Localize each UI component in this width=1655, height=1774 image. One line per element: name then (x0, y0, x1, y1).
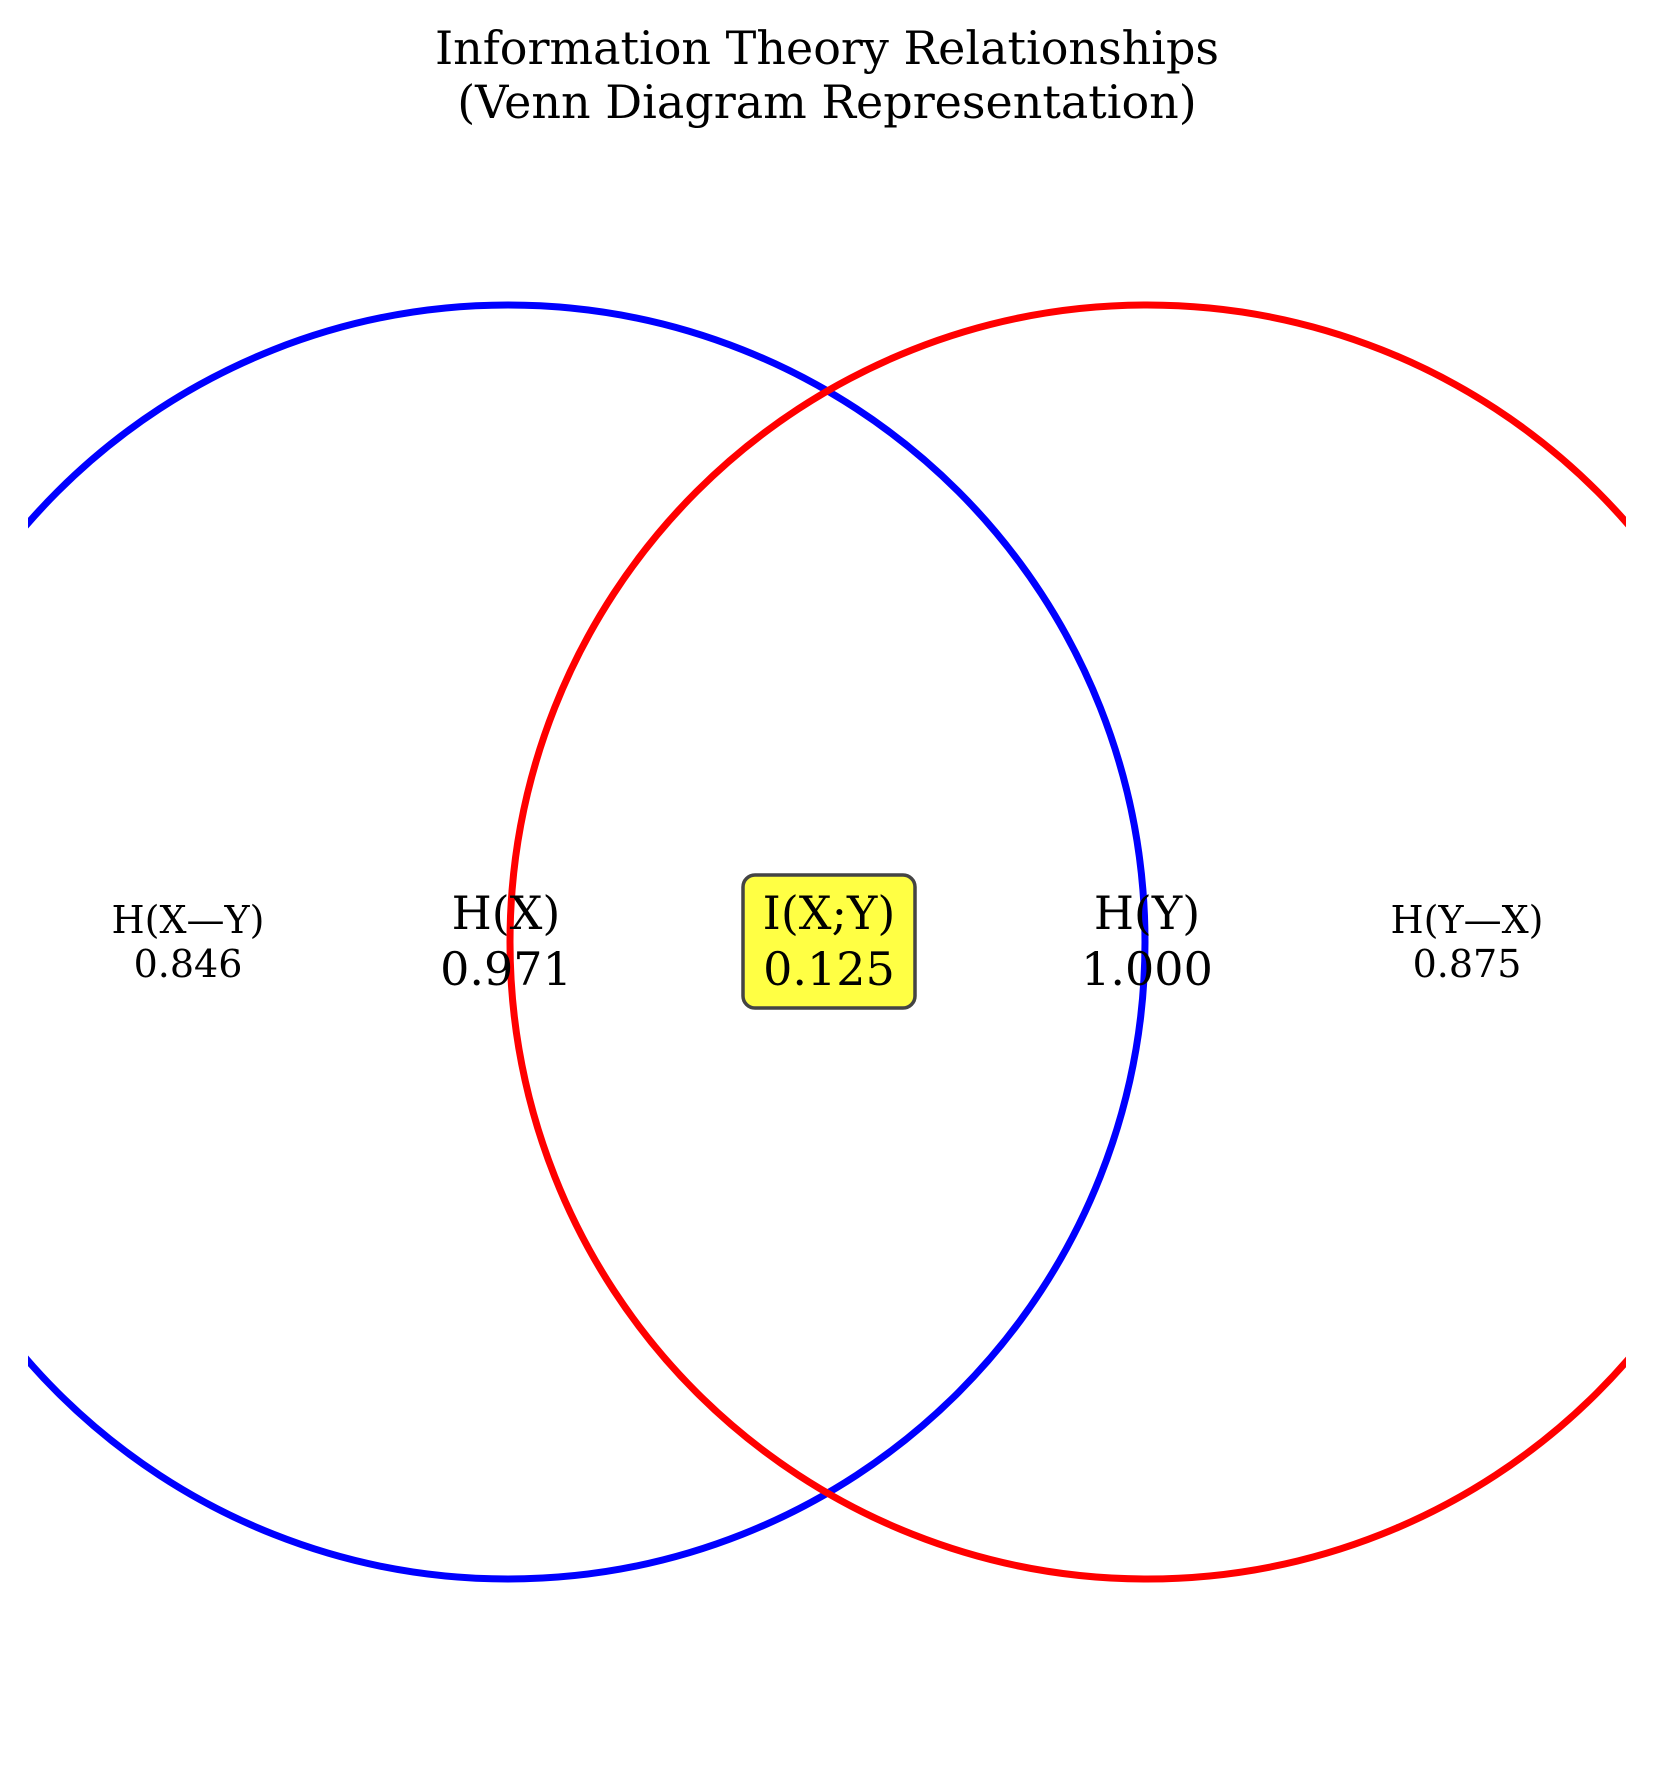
h-y-label: H(Y) (1094, 886, 1200, 940)
h-y-value: 1.000 (1081, 942, 1213, 996)
mutual-information-value: 0.125 (763, 942, 895, 996)
chart-title-line2: (Venn Diagram Representation) (457, 75, 1197, 129)
h-x-given-y-label: H(X—Y) (112, 898, 265, 942)
venn-circles (28, 301, 1626, 1583)
entropy-x-circle (28, 301, 1149, 1583)
entropy-y-circle (506, 301, 1626, 1583)
h-x-value: 0.971 (440, 942, 572, 996)
mutual-information-label: I(X;Y) (763, 886, 896, 940)
h-y-given-x-label: H(Y—X) (1391, 898, 1544, 942)
mutual-information-box (741, 873, 917, 1010)
h-x-label: H(X) (452, 886, 561, 940)
chart-title-line1: Information Theory Relationships (435, 21, 1219, 75)
h-y-given-x-value: 0.875 (1413, 942, 1522, 986)
h-x-given-y-value: 0.846 (134, 942, 243, 986)
